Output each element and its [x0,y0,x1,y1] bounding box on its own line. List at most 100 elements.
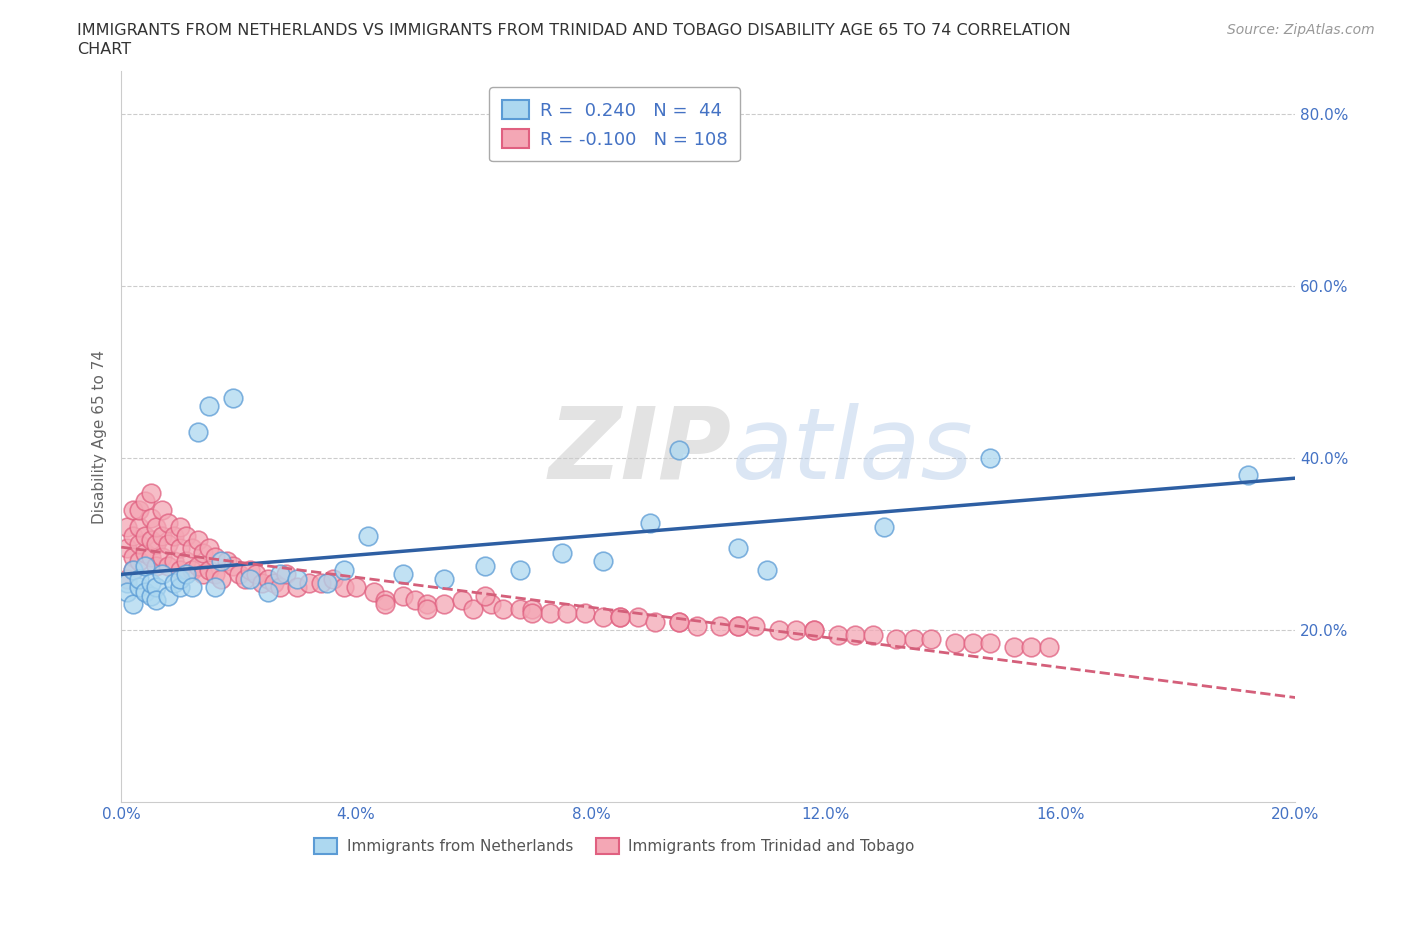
Point [315,576,337,591]
Point [592,610,614,625]
Point [215,554,238,569]
Point [962,636,984,651]
Point [134,584,156,599]
Point [187,558,209,573]
Point [122,597,145,612]
Point [538,605,561,620]
Point [274,567,297,582]
Point [727,618,749,633]
Point [187,533,209,548]
Point [239,571,262,586]
Point [139,576,162,591]
Point [198,541,221,556]
Point [920,631,942,646]
Point [145,579,167,594]
Point [257,584,280,599]
Point [727,541,749,556]
Point [644,614,666,629]
Point [145,592,167,607]
Point [139,550,162,565]
Point [638,515,661,530]
Point [574,605,596,620]
Point [150,567,173,582]
Point [145,558,167,573]
Point [157,537,180,551]
Point [163,576,186,591]
Point [269,579,291,594]
Point [357,528,380,543]
Text: IMMIGRANTS FROM NETHERLANDS VS IMMIGRANTS FROM TRINIDAD AND TOBAGO DISABILITY AG: IMMIGRANTS FROM NETHERLANDS VS IMMIGRANT… [77,23,1071,38]
Point [844,627,866,642]
Point [333,563,356,578]
Point [509,602,531,617]
Y-axis label: Disability Age 65 to 74: Disability Age 65 to 74 [93,350,107,524]
Point [134,494,156,509]
Point [709,618,731,633]
Point [433,597,456,612]
Point [509,563,531,578]
Point [1237,468,1260,483]
Point [145,537,167,551]
Point [392,567,415,582]
Point [522,605,544,620]
Point [943,636,966,651]
Point [756,563,779,578]
Text: ZIP: ZIP [548,403,733,499]
Point [122,563,145,578]
Point [204,567,226,582]
Point [169,520,191,535]
Point [322,571,344,586]
Point [134,528,156,543]
Point [163,554,186,569]
Point [333,579,356,594]
Point [404,592,426,607]
Point [209,571,232,586]
Point [169,563,191,578]
Point [450,592,472,607]
Point [193,545,215,560]
Point [862,627,884,642]
Point [768,623,790,638]
Point [145,520,167,535]
Point [134,558,156,573]
Point [222,391,245,405]
Point [1019,640,1042,655]
Point [139,589,162,604]
Point [557,605,579,620]
Point [128,537,150,551]
Point [492,602,515,617]
Point [415,597,437,612]
Point [128,502,150,517]
Point [903,631,925,646]
Point [668,614,690,629]
Point [174,567,197,582]
Point [474,589,496,604]
Point [187,425,209,440]
Point [180,541,202,556]
Point [163,528,186,543]
Point [169,579,191,594]
Point [522,602,544,617]
Point [122,563,145,578]
Point [128,554,150,569]
Point [209,554,232,569]
Point [298,576,321,591]
Point [169,541,191,556]
Point [668,614,690,629]
Point [150,502,173,517]
Point [979,451,1001,466]
Point [228,567,250,582]
Point [180,579,202,594]
Point [609,610,631,625]
Point [115,541,138,556]
Point [873,520,896,535]
Point [433,571,456,586]
Point [115,576,138,591]
Point [139,511,162,525]
Point [744,618,766,633]
Point [222,558,245,573]
Point [150,528,173,543]
Point [309,576,332,591]
Point [115,584,138,599]
Point [204,550,226,565]
